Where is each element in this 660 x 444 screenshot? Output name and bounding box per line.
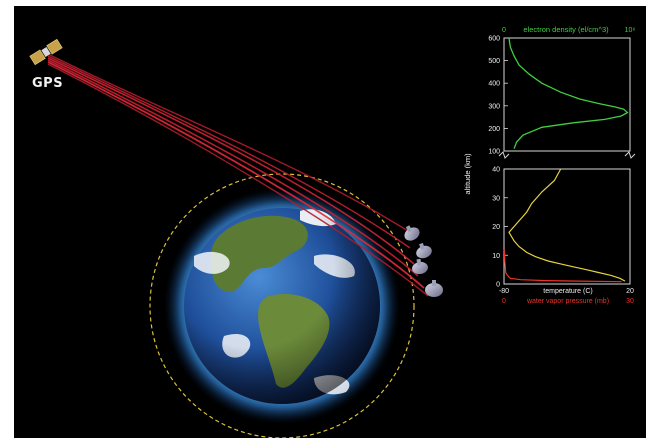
- receiver-satellite-icon: [404, 225, 420, 241]
- vapor-tick-right: 30: [626, 298, 634, 305]
- upper-y-tick-label: 300: [488, 103, 500, 110]
- receiver-satellites: [404, 225, 443, 297]
- temperature-line: [508, 168, 626, 282]
- vapor-axis-label: water vapor pressure (mb): [526, 298, 609, 305]
- signal-rays: [47, 53, 429, 297]
- upper-y-tick-label: 600: [488, 36, 500, 43]
- receiver-satellite-icon: [412, 258, 428, 275]
- gps-satellite-icon: [29, 38, 63, 66]
- temperature-tick-left: -80: [499, 288, 509, 295]
- upper-y-tick-label: 400: [488, 81, 500, 88]
- lower-plot-frame: [503, 168, 631, 285]
- vapor-tick-left: 0: [502, 298, 506, 305]
- upper-y-tick-label: 500: [488, 58, 500, 65]
- receiver-satellite-icon: [425, 280, 443, 297]
- earth-shading: [184, 208, 380, 404]
- upper-y-tick-label: 100: [488, 149, 500, 156]
- lower-y-tick-label: 0: [496, 282, 500, 289]
- receiver-satellite-icon: [416, 242, 432, 259]
- scene-svg: electron density (el/cm^3) 0 10⁶ 1002003…: [29, 25, 636, 438]
- upper-x-label: electron density (el/cm^3): [523, 25, 609, 34]
- temperature-tick-right: 20: [626, 288, 634, 295]
- gps-label: GPS: [32, 76, 64, 91]
- altitude-axis-label: altitude (km): [463, 153, 472, 195]
- lower-y-tick-label: 10: [492, 253, 500, 260]
- gps-occultation-scene: electron density (el/cm^3) 0 10⁶ 100 200 3…: [14, 6, 646, 438]
- water-vapor-line: [503, 249, 622, 283]
- upper-x-tick-right: 10⁶: [625, 27, 636, 34]
- electron-density-chart: electron density (el/cm^3) 0 10⁶ 100 200 3…: [488, 25, 635, 156]
- earth: [149, 173, 415, 438]
- orbit-path: [149, 173, 415, 438]
- temperature-water-vapor-chart: 0 10 20 30 40 -80 20 temperature (C) 0 30 wa…: [492, 167, 634, 306]
- lower-y-tick-label: 20: [492, 224, 500, 231]
- electron-density-line: [508, 37, 629, 149]
- axis-break-marks: [498, 151, 636, 159]
- temperature-axis-label: temperature (C): [543, 288, 592, 295]
- upper-x-tick-left: 0: [502, 27, 506, 34]
- upper-y-tick-label: 200: [488, 126, 500, 133]
- lower-y-tick-label: 30: [492, 195, 500, 202]
- lower-y-tick-label: 40: [492, 167, 500, 174]
